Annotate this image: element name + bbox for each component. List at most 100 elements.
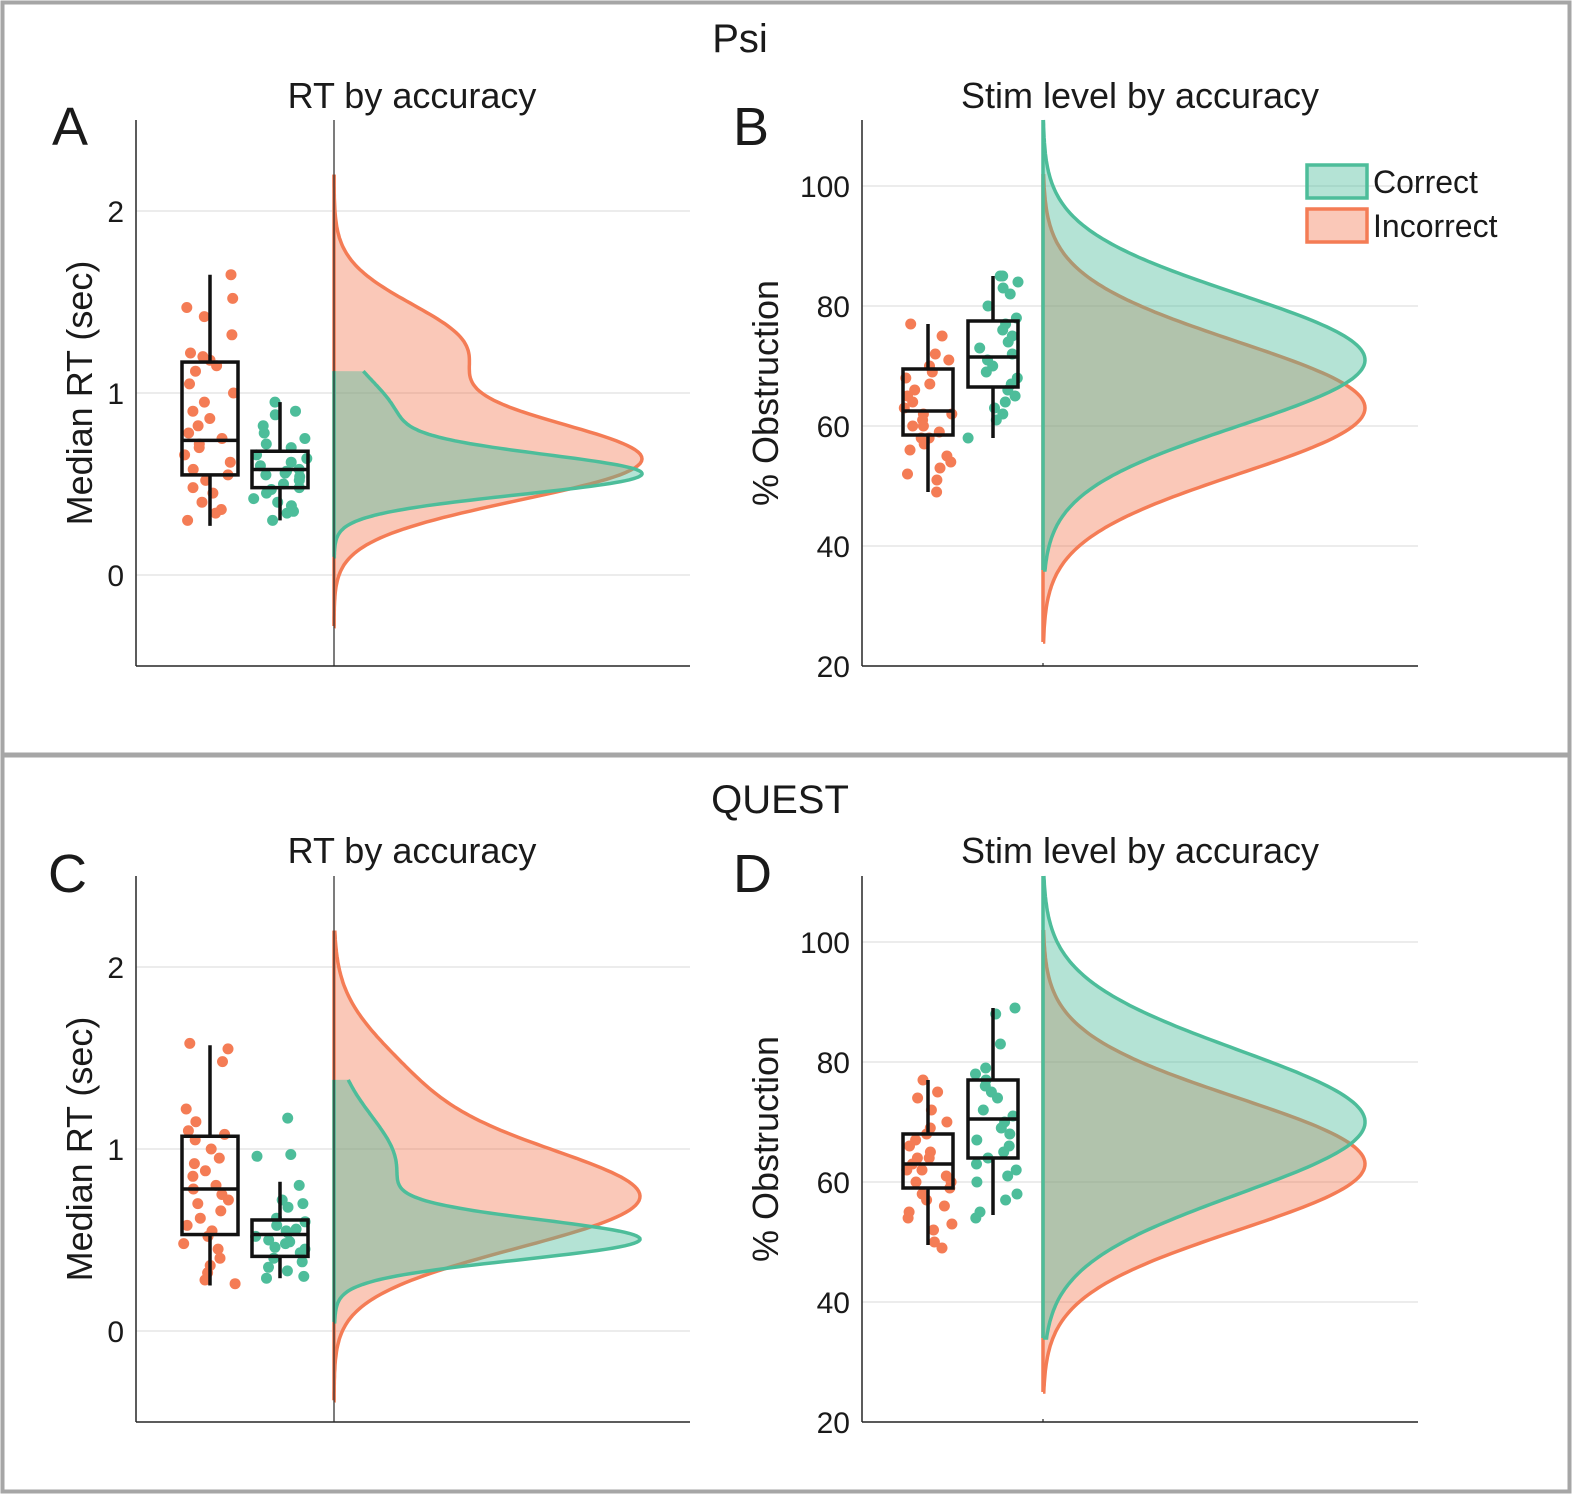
y-tick-label: 20 <box>817 651 850 684</box>
data-point-incorrect <box>204 413 216 424</box>
data-point-correct <box>269 396 281 408</box>
data-point-incorrect <box>219 1128 231 1140</box>
data-point-incorrect <box>943 354 955 366</box>
chart-a: 0 1 2 RT by accuracy A Median RT (sec) <box>52 75 690 667</box>
data-point-incorrect <box>190 365 201 377</box>
data-point-incorrect <box>936 330 948 342</box>
data-point-incorrect <box>931 486 943 498</box>
data-point-incorrect <box>192 1198 204 1210</box>
data-point-correct <box>285 1149 297 1160</box>
data-point-correct <box>970 1068 981 1080</box>
data-point-correct <box>1009 1002 1021 1014</box>
data-point-correct <box>261 487 272 499</box>
density-incorrect <box>1043 174 1365 642</box>
section-title-quest: QUEST <box>711 778 849 822</box>
data-point-correct <box>263 1234 275 1246</box>
data-point-correct <box>1002 1170 1014 1182</box>
data-point-correct <box>269 409 281 421</box>
panel-letter: D <box>733 844 772 904</box>
data-point-correct <box>997 324 1009 336</box>
density-outline-incorrect <box>332 930 642 1403</box>
density-correct <box>1043 120 1365 570</box>
y-tick-label: 0 <box>107 560 124 593</box>
data-point-incorrect <box>198 311 210 323</box>
section-frame-psi <box>0 0 1572 757</box>
data-point-correct <box>999 396 1011 408</box>
data-point-incorrect <box>904 1140 915 1152</box>
data-point-correct <box>296 1256 308 1268</box>
legend-swatch-incorrect <box>1305 207 1369 244</box>
data-point-correct <box>267 514 279 526</box>
data-point-incorrect <box>904 444 916 456</box>
data-point-incorrect <box>187 463 199 475</box>
y-tick-label: 40 <box>817 531 850 564</box>
data-point-incorrect <box>224 456 236 468</box>
density-correct <box>334 371 642 557</box>
data-point-incorrect <box>923 1152 935 1164</box>
density-outline-correct <box>332 369 644 559</box>
y-tick-label: 1 <box>107 378 124 411</box>
data-point-incorrect <box>941 1116 953 1128</box>
data-point-incorrect <box>905 318 917 330</box>
y-tick-label: 60 <box>817 411 850 444</box>
data-point-incorrect <box>187 1170 199 1182</box>
y-tick-label: 60 <box>817 1167 850 1200</box>
data-point-correct <box>971 1176 983 1188</box>
data-point-incorrect <box>907 396 919 408</box>
chart-title: Stim level by accuracy <box>961 75 1319 116</box>
legend-label-incorrect: Incorrect <box>1373 208 1498 244</box>
data-point-correct <box>271 1219 283 1231</box>
data-point-correct <box>1011 1188 1023 1200</box>
data-point-incorrect <box>902 1212 914 1224</box>
data-point-incorrect <box>916 1164 928 1176</box>
data-point-incorrect <box>184 378 195 390</box>
legend-label-correct: Correct <box>1373 164 1478 200</box>
section-title-psi: Psi <box>712 17 768 61</box>
data-point-correct <box>1009 390 1021 402</box>
data-point-incorrect <box>202 1230 214 1242</box>
density-outline-incorrect <box>1041 173 1367 644</box>
chart-title: RT by accuracy <box>288 830 537 871</box>
data-point-correct <box>290 1223 302 1235</box>
data-point-incorrect <box>198 396 210 408</box>
panel-letter: C <box>48 844 87 904</box>
data-point-incorrect <box>928 1236 940 1248</box>
data-point-incorrect <box>902 468 913 480</box>
data-point-incorrect <box>187 482 199 494</box>
data-point-incorrect <box>217 1056 228 1068</box>
data-point-incorrect <box>196 496 208 508</box>
data-point-correct <box>998 1146 1010 1158</box>
y-axis-label: Median RT (sec) <box>59 1017 100 1282</box>
data-point-incorrect <box>917 420 929 432</box>
data-point-correct <box>281 1265 293 1277</box>
data-point-correct <box>980 366 992 378</box>
y-tick-label: 100 <box>800 171 850 204</box>
density-outline-correct <box>1042 875 1367 1340</box>
data-point-correct <box>285 456 297 468</box>
box-incorrect <box>180 1134 240 1237</box>
data-point-correct <box>282 1201 294 1213</box>
density-outline-incorrect <box>332 174 644 629</box>
data-point-incorrect <box>213 1152 225 1164</box>
data-point-correct <box>994 1038 1006 1050</box>
data-point-correct <box>1004 1128 1016 1140</box>
data-point-incorrect <box>214 1252 226 1264</box>
data-point-incorrect <box>205 1143 217 1155</box>
y-axis-label: Median RT (sec) <box>59 261 100 526</box>
data-point-correct <box>263 1261 274 1273</box>
data-point-correct <box>280 1238 291 1250</box>
data-point-correct <box>1010 1164 1022 1176</box>
data-point-incorrect <box>187 405 199 417</box>
data-point-correct <box>970 1212 982 1224</box>
data-point-correct <box>260 469 272 481</box>
data-point-correct <box>282 1227 294 1239</box>
y-tick-label: 40 <box>817 1287 850 1320</box>
data-point-correct <box>293 1179 305 1191</box>
data-point-incorrect <box>199 1165 211 1177</box>
data-point-incorrect <box>182 514 194 526</box>
y-tick-label: 20 <box>817 1407 850 1440</box>
y-tick-label: 1 <box>107 1134 124 1167</box>
density-incorrect <box>1043 930 1365 1392</box>
data-point-correct <box>971 1134 983 1146</box>
